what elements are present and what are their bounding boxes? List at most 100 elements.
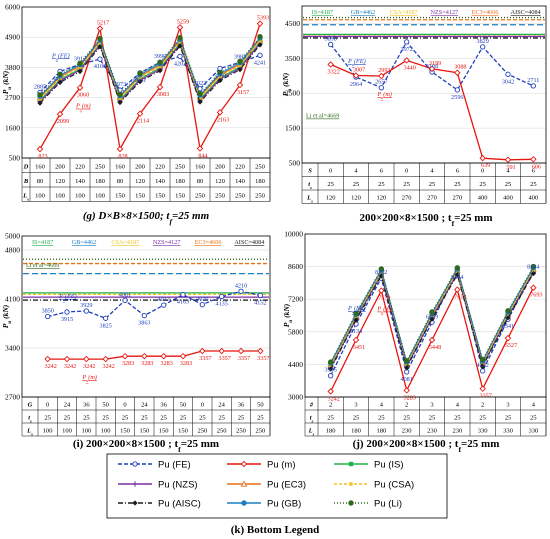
code-label-csa-4187: CSA=4187 xyxy=(111,239,139,246)
series-line-pu-li xyxy=(39,36,261,96)
point-pu-li xyxy=(479,357,486,363)
table-cell: 0 xyxy=(329,168,332,175)
fe-value-label: 2657 xyxy=(375,79,387,86)
point-pu-li xyxy=(530,263,537,270)
table-cell: 250 xyxy=(195,192,205,199)
table-cell: 180 xyxy=(326,427,336,434)
y-axis-label: Pu (kN) xyxy=(1,70,13,94)
table-cell: 100 xyxy=(81,427,91,434)
table-cell: 0 xyxy=(46,401,49,408)
table-cell: 0 xyxy=(481,168,484,175)
series-line-pu-nzs xyxy=(39,43,261,103)
point-pu-li xyxy=(378,266,385,272)
point-pu-m xyxy=(479,385,486,392)
param-table-h: S 0 4 6 0 4 6 0 4 6 ts 25 25 25 25 25 25 25 25 25 Ls 120 120 12… xyxy=(301,162,547,204)
m-value-label: 7570 xyxy=(378,295,390,302)
legend-label-pu-gb: Pu (GB) xyxy=(267,499,301,510)
point-pu-fe xyxy=(480,368,486,374)
table-cell: 25 xyxy=(64,414,71,421)
m-value-label: 2114 xyxy=(137,118,149,125)
point-pu-aisc xyxy=(37,100,43,106)
table-cell: 180 xyxy=(175,178,185,185)
y-tick-label: 3000 xyxy=(288,393,303,402)
m-value-label: 3357 xyxy=(238,355,250,362)
m-value-label: 3242 xyxy=(327,395,339,402)
point-pu-m xyxy=(327,388,334,395)
table-row-header: Ls xyxy=(26,427,33,436)
fe-value-label: 3912 xyxy=(74,55,86,62)
point-pu-m xyxy=(199,347,206,355)
table-cell: 25 xyxy=(454,414,461,421)
table-cell: 250 xyxy=(236,427,246,434)
series-line-pu-csa xyxy=(39,40,261,100)
table-cell: 270 xyxy=(402,195,412,202)
point-pu-aisc xyxy=(237,66,243,73)
y-tick-label: 4100 xyxy=(5,295,20,304)
table-cell: 25 xyxy=(403,414,410,421)
point-pu-m xyxy=(352,336,360,344)
table-cell: 0 xyxy=(123,401,126,408)
point-pu-m xyxy=(63,355,71,363)
table-cell: 120 xyxy=(351,195,361,202)
fe-value-label: 8444 xyxy=(451,274,463,281)
table-cell: 120 xyxy=(326,195,336,202)
point-pu-li xyxy=(257,33,263,40)
point-pu-fe xyxy=(122,297,128,303)
table-cell: 25 xyxy=(479,181,486,188)
table-cell: 250 xyxy=(175,163,185,170)
y-tick-label: 5800 xyxy=(288,327,303,336)
point-pu-m xyxy=(378,72,385,80)
point-pu-fe xyxy=(199,301,205,308)
point-pu-csa xyxy=(97,40,103,45)
table-cell: 80 xyxy=(117,178,124,185)
bottom-legend: Pu (FE) Pu (m) Pu (IS) Pu (NZS) Pu (EC3) Pu (… xyxy=(106,453,448,536)
m-value-label: 3083 xyxy=(157,91,169,98)
point-pu-li xyxy=(429,309,435,315)
y-tick-label: 3500 xyxy=(285,54,300,63)
param-table-g: D 160 200 220 250 160 200 220 250 160 200 220 250 B 80… xyxy=(21,157,271,202)
legend-marker-pu-aisc xyxy=(132,500,138,506)
series-line-pu-aisc xyxy=(39,44,261,104)
legend-box xyxy=(106,453,448,519)
inline-label-m: Pu(m) xyxy=(81,374,97,383)
table-cell: 4 xyxy=(506,168,510,175)
point-pu-m xyxy=(403,387,410,394)
fe-value-label: 3829 xyxy=(476,38,488,45)
table-cell: 50 xyxy=(257,401,264,408)
m-value-label: 3007 xyxy=(353,67,365,74)
y-axis-label: Pu (kN) xyxy=(281,72,293,96)
m-value-label: 5527 xyxy=(505,342,517,349)
table-row-header: ts xyxy=(28,414,32,423)
table-cell: 25 xyxy=(403,181,410,188)
point-pu-aisc xyxy=(137,79,143,85)
m-value-label: 3357 xyxy=(199,355,211,362)
series-line-pu-is xyxy=(39,41,261,101)
fe-value-label: 4135 xyxy=(215,301,227,308)
point-pu-fe xyxy=(505,71,511,77)
table-cell: 150 xyxy=(155,192,165,199)
table-cell: 25 xyxy=(102,414,109,421)
table-cell: 80 xyxy=(37,178,44,185)
point-pu-csa xyxy=(237,63,243,68)
y-tick-label: 500 xyxy=(289,159,301,168)
table-cell: 230 xyxy=(452,427,462,434)
table-cell: 200 xyxy=(55,163,65,170)
point-pu-m xyxy=(156,83,164,91)
fe-value-label: 4081 xyxy=(119,291,131,298)
li-label: Li et al=4669 xyxy=(306,113,339,120)
point-pu-m xyxy=(257,347,264,355)
m-value-label: 3088 xyxy=(454,64,466,71)
inline-label-fe: Pu(FE) xyxy=(347,58,366,67)
point-pu-fe xyxy=(141,312,147,319)
table-cell: 330 xyxy=(528,427,538,434)
fe-value-label: 2711 xyxy=(527,77,539,84)
y-tick-label: 500 xyxy=(9,154,21,163)
series-line-pu-gb xyxy=(39,37,261,97)
table-cell: 270 xyxy=(452,195,462,202)
table-cell: 250 xyxy=(95,163,105,170)
y-tick-label: 2700 xyxy=(5,393,20,402)
point-pu-li xyxy=(117,91,123,98)
table-cell: 120 xyxy=(135,178,145,185)
table-cell: 100 xyxy=(75,192,85,199)
